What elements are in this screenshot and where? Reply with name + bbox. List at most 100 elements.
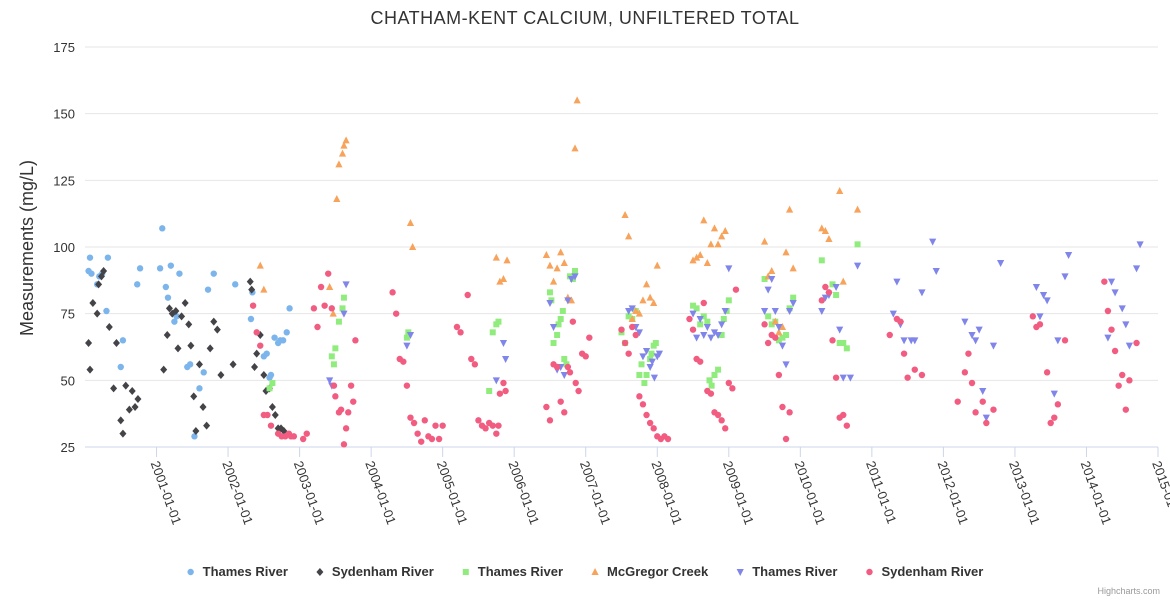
data-point[interactable]: [310, 305, 318, 312]
data-point[interactable]: [990, 406, 997, 413]
data-point[interactable]: [971, 337, 980, 345]
data-point[interactable]: [789, 264, 797, 272]
data-point[interactable]: [332, 345, 339, 352]
data-point[interactable]: [332, 393, 339, 400]
data-point[interactable]: [489, 422, 496, 429]
data-point[interactable]: [954, 398, 961, 405]
data-point[interactable]: [886, 331, 893, 339]
data-point[interactable]: [439, 422, 446, 429]
data-point[interactable]: [775, 328, 783, 336]
legend-item[interactable]: Sydenham River: [866, 564, 983, 579]
data-point[interactable]: [700, 313, 707, 320]
data-point[interactable]: [764, 286, 772, 294]
data-point[interactable]: [897, 318, 904, 325]
data-point[interactable]: [643, 372, 650, 378]
data-point[interactable]: [779, 334, 786, 341]
data-point[interactable]: [266, 385, 273, 392]
data-point[interactable]: [775, 324, 783, 331]
data-point[interactable]: [961, 369, 969, 376]
data-point[interactable]: [502, 387, 509, 395]
data-point[interactable]: [546, 289, 553, 296]
data-point[interactable]: [280, 427, 288, 435]
data-point[interactable]: [546, 261, 554, 269]
data-point[interactable]: [471, 361, 479, 368]
data-point[interactable]: [573, 96, 581, 104]
legend-symbol[interactable]: [591, 568, 599, 575]
data-point[interactable]: [559, 308, 566, 314]
data-point[interactable]: [557, 248, 565, 256]
data-point[interactable]: [843, 345, 850, 352]
data-point[interactable]: [689, 310, 697, 318]
data-point[interactable]: [203, 421, 211, 430]
data-point[interactable]: [725, 379, 732, 387]
data-point[interactable]: [983, 419, 990, 427]
data-point[interactable]: [572, 379, 579, 387]
data-point[interactable]: [549, 277, 558, 285]
data-point[interactable]: [889, 310, 897, 318]
data-point[interactable]: [352, 337, 359, 344]
data-point[interactable]: [253, 329, 260, 336]
data-point[interactable]: [493, 430, 500, 437]
data-point[interactable]: [1064, 252, 1073, 259]
data-point[interactable]: [836, 340, 843, 346]
data-point[interactable]: [771, 308, 779, 315]
data-point[interactable]: [567, 276, 576, 283]
data-point[interactable]: [771, 317, 779, 325]
data-point[interactable]: [567, 296, 576, 304]
data-point[interactable]: [1111, 347, 1119, 355]
data-point[interactable]: [639, 296, 647, 304]
data-point[interactable]: [782, 361, 790, 369]
data-point[interactable]: [104, 254, 112, 261]
data-point[interactable]: [414, 430, 421, 437]
data-point[interactable]: [586, 334, 593, 341]
data-point[interactable]: [1036, 313, 1044, 321]
legend-item[interactable]: Thames River: [736, 564, 838, 579]
data-point[interactable]: [464, 291, 471, 299]
data-point[interactable]: [718, 321, 726, 329]
data-point[interactable]: [499, 340, 508, 347]
data-point[interactable]: [786, 205, 794, 213]
data-point[interactable]: [893, 278, 901, 286]
data-point[interactable]: [1032, 284, 1040, 291]
data-point[interactable]: [1132, 265, 1141, 273]
data-point[interactable]: [635, 329, 643, 337]
data-point[interactable]: [853, 205, 862, 213]
data-point[interactable]: [560, 259, 568, 266]
data-point[interactable]: [693, 253, 701, 261]
data-point[interactable]: [337, 406, 345, 413]
data-point[interactable]: [172, 307, 180, 315]
data-point[interactable]: [269, 380, 276, 386]
data-point[interactable]: [652, 340, 659, 346]
data-point[interactable]: [821, 294, 829, 302]
legend-symbol[interactable]: [866, 568, 873, 576]
data-point[interactable]: [636, 372, 643, 378]
data-point[interactable]: [711, 372, 718, 378]
data-point[interactable]: [918, 371, 926, 379]
data-point[interactable]: [1061, 337, 1069, 344]
data-point[interactable]: [638, 361, 645, 368]
data-point[interactable]: [697, 321, 704, 328]
data-point[interactable]: [825, 235, 833, 242]
data-point[interactable]: [635, 309, 643, 317]
data-point[interactable]: [1039, 292, 1048, 299]
data-point[interactable]: [165, 304, 173, 313]
data-point[interactable]: [482, 425, 489, 432]
data-point[interactable]: [1118, 305, 1126, 313]
data-point[interactable]: [159, 225, 166, 232]
data-point[interactable]: [340, 310, 348, 318]
data-point[interactable]: [710, 224, 719, 232]
data-point[interactable]: [979, 398, 986, 405]
data-point[interactable]: [167, 262, 175, 269]
data-point[interactable]: [495, 422, 502, 429]
data-point[interactable]: [628, 305, 636, 313]
data-point[interactable]: [833, 292, 840, 298]
data-point[interactable]: [403, 342, 411, 350]
data-point[interactable]: [251, 363, 259, 371]
data-point[interactable]: [1119, 371, 1126, 379]
data-point[interactable]: [553, 264, 561, 272]
data-point[interactable]: [204, 286, 212, 293]
data-point[interactable]: [128, 387, 136, 395]
data-point[interactable]: [492, 377, 500, 385]
data-point[interactable]: [648, 358, 656, 366]
data-point[interactable]: [1043, 297, 1051, 305]
